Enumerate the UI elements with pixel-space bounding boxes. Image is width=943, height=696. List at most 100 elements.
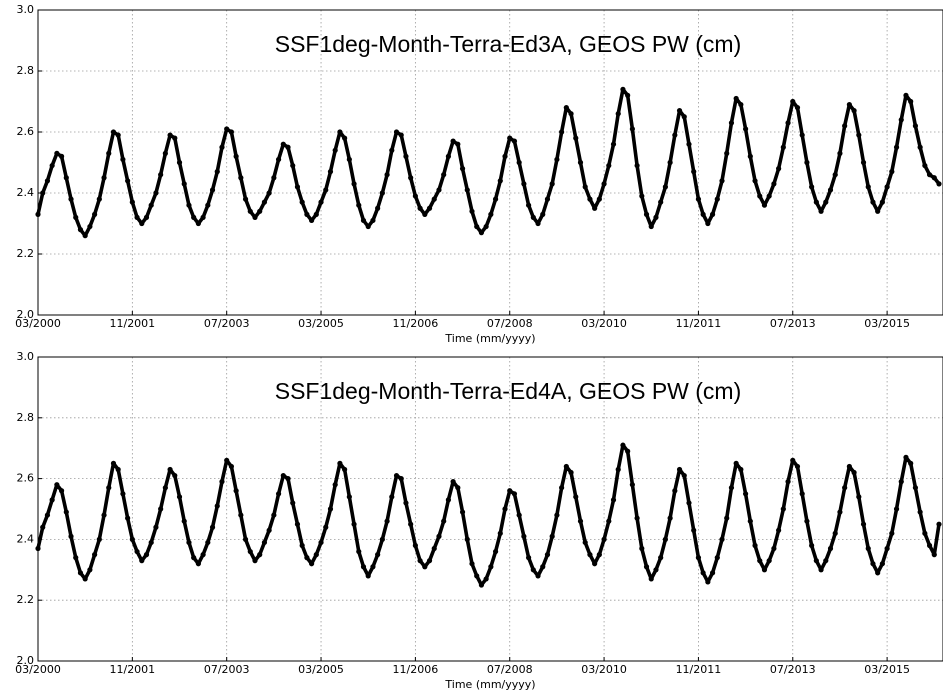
data-point bbox=[851, 469, 857, 476]
data-point bbox=[252, 214, 258, 220]
data-point bbox=[573, 494, 579, 500]
data-point bbox=[403, 153, 409, 159]
data-point bbox=[535, 220, 541, 227]
data-point bbox=[441, 172, 447, 178]
data-point bbox=[823, 199, 829, 205]
data-point bbox=[360, 217, 367, 224]
data-point bbox=[502, 153, 508, 159]
data-point bbox=[681, 472, 687, 479]
data-point bbox=[917, 509, 923, 515]
data-point bbox=[757, 193, 763, 199]
data-point bbox=[747, 153, 753, 159]
data-point bbox=[846, 463, 852, 470]
data-point bbox=[82, 233, 88, 239]
y-tick-label: 2.0 bbox=[17, 654, 35, 667]
data-point bbox=[672, 488, 678, 494]
data-point bbox=[58, 153, 65, 159]
data-point bbox=[813, 558, 819, 564]
data-point bbox=[497, 178, 503, 184]
data-point bbox=[299, 542, 305, 549]
data-point bbox=[761, 202, 768, 208]
data-point bbox=[691, 527, 697, 533]
data-point bbox=[601, 181, 607, 187]
data-point bbox=[351, 181, 357, 187]
data-point bbox=[186, 539, 192, 546]
data-point bbox=[875, 208, 881, 214]
data-point bbox=[77, 227, 84, 233]
data-point bbox=[327, 169, 334, 175]
data-point bbox=[818, 567, 824, 573]
data-point bbox=[257, 208, 263, 214]
data-point bbox=[837, 150, 843, 156]
data-point bbox=[686, 500, 692, 506]
data-point bbox=[214, 503, 220, 509]
data-point bbox=[342, 466, 348, 473]
data-point bbox=[408, 175, 414, 181]
data-point bbox=[577, 518, 584, 524]
data-point bbox=[620, 442, 626, 448]
y-tick-label: 2.6 bbox=[17, 472, 35, 485]
data-point bbox=[832, 530, 838, 536]
data-point bbox=[686, 141, 692, 147]
data-point bbox=[356, 202, 362, 208]
data-point bbox=[757, 558, 763, 564]
data-point bbox=[615, 111, 621, 117]
data-point bbox=[842, 485, 848, 491]
data-point bbox=[705, 579, 711, 585]
data-point bbox=[809, 542, 815, 549]
data-point bbox=[200, 552, 206, 558]
data-point bbox=[195, 561, 201, 567]
data-point bbox=[441, 518, 447, 524]
data-point bbox=[540, 211, 546, 217]
data-point bbox=[936, 521, 942, 527]
data-point bbox=[134, 548, 140, 555]
x-tick-label: 11/2011 bbox=[676, 317, 722, 330]
data-point bbox=[549, 181, 555, 187]
data-point bbox=[285, 144, 291, 150]
chart-title: SSF1deg-Month-Terra-Ed4A, GEOS PW (cm) bbox=[275, 378, 742, 404]
data-point bbox=[40, 524, 46, 530]
data-point bbox=[153, 190, 159, 196]
data-point bbox=[488, 564, 494, 570]
data-point bbox=[478, 582, 485, 588]
data-point bbox=[511, 138, 518, 144]
data-point bbox=[304, 555, 310, 561]
data-point bbox=[922, 162, 928, 169]
x-tick-label: 07/2003 bbox=[204, 317, 250, 330]
data-point bbox=[804, 159, 810, 166]
data-point bbox=[181, 518, 187, 524]
data-point bbox=[224, 126, 230, 132]
data-point bbox=[431, 545, 437, 552]
data-point bbox=[417, 205, 423, 211]
data-point bbox=[158, 506, 164, 512]
y-tick-label: 2.6 bbox=[17, 125, 35, 138]
data-point bbox=[285, 476, 291, 482]
data-point bbox=[870, 199, 876, 205]
data-point bbox=[323, 187, 329, 193]
data-point bbox=[667, 159, 673, 166]
x-tick-label: 11/2006 bbox=[393, 317, 439, 330]
x-tick-label: 03/2005 bbox=[298, 663, 344, 676]
data-point bbox=[497, 530, 503, 536]
data-point bbox=[860, 159, 867, 166]
data-point bbox=[842, 123, 848, 129]
data-point bbox=[275, 156, 282, 163]
data-point bbox=[766, 193, 772, 199]
data-point bbox=[587, 196, 593, 202]
data-point bbox=[525, 202, 532, 208]
data-point bbox=[342, 135, 348, 141]
data-point bbox=[823, 558, 829, 564]
data-point bbox=[209, 524, 216, 530]
x-tick-label: 07/2013 bbox=[770, 317, 816, 330]
data-point bbox=[474, 223, 480, 230]
data-point bbox=[247, 548, 253, 555]
data-point bbox=[525, 555, 532, 561]
data-point bbox=[408, 521, 414, 527]
data-point bbox=[818, 208, 824, 214]
data-point bbox=[275, 491, 282, 497]
y-tick-label: 2.8 bbox=[17, 64, 35, 77]
data-point bbox=[200, 214, 206, 220]
data-point bbox=[195, 220, 201, 227]
line-chart: 2.0 2.2 2.4 2.6 2.8 3.0 03/2000 11/2001 07/2003 0… bbox=[15, 350, 943, 691]
data-point bbox=[351, 521, 357, 527]
